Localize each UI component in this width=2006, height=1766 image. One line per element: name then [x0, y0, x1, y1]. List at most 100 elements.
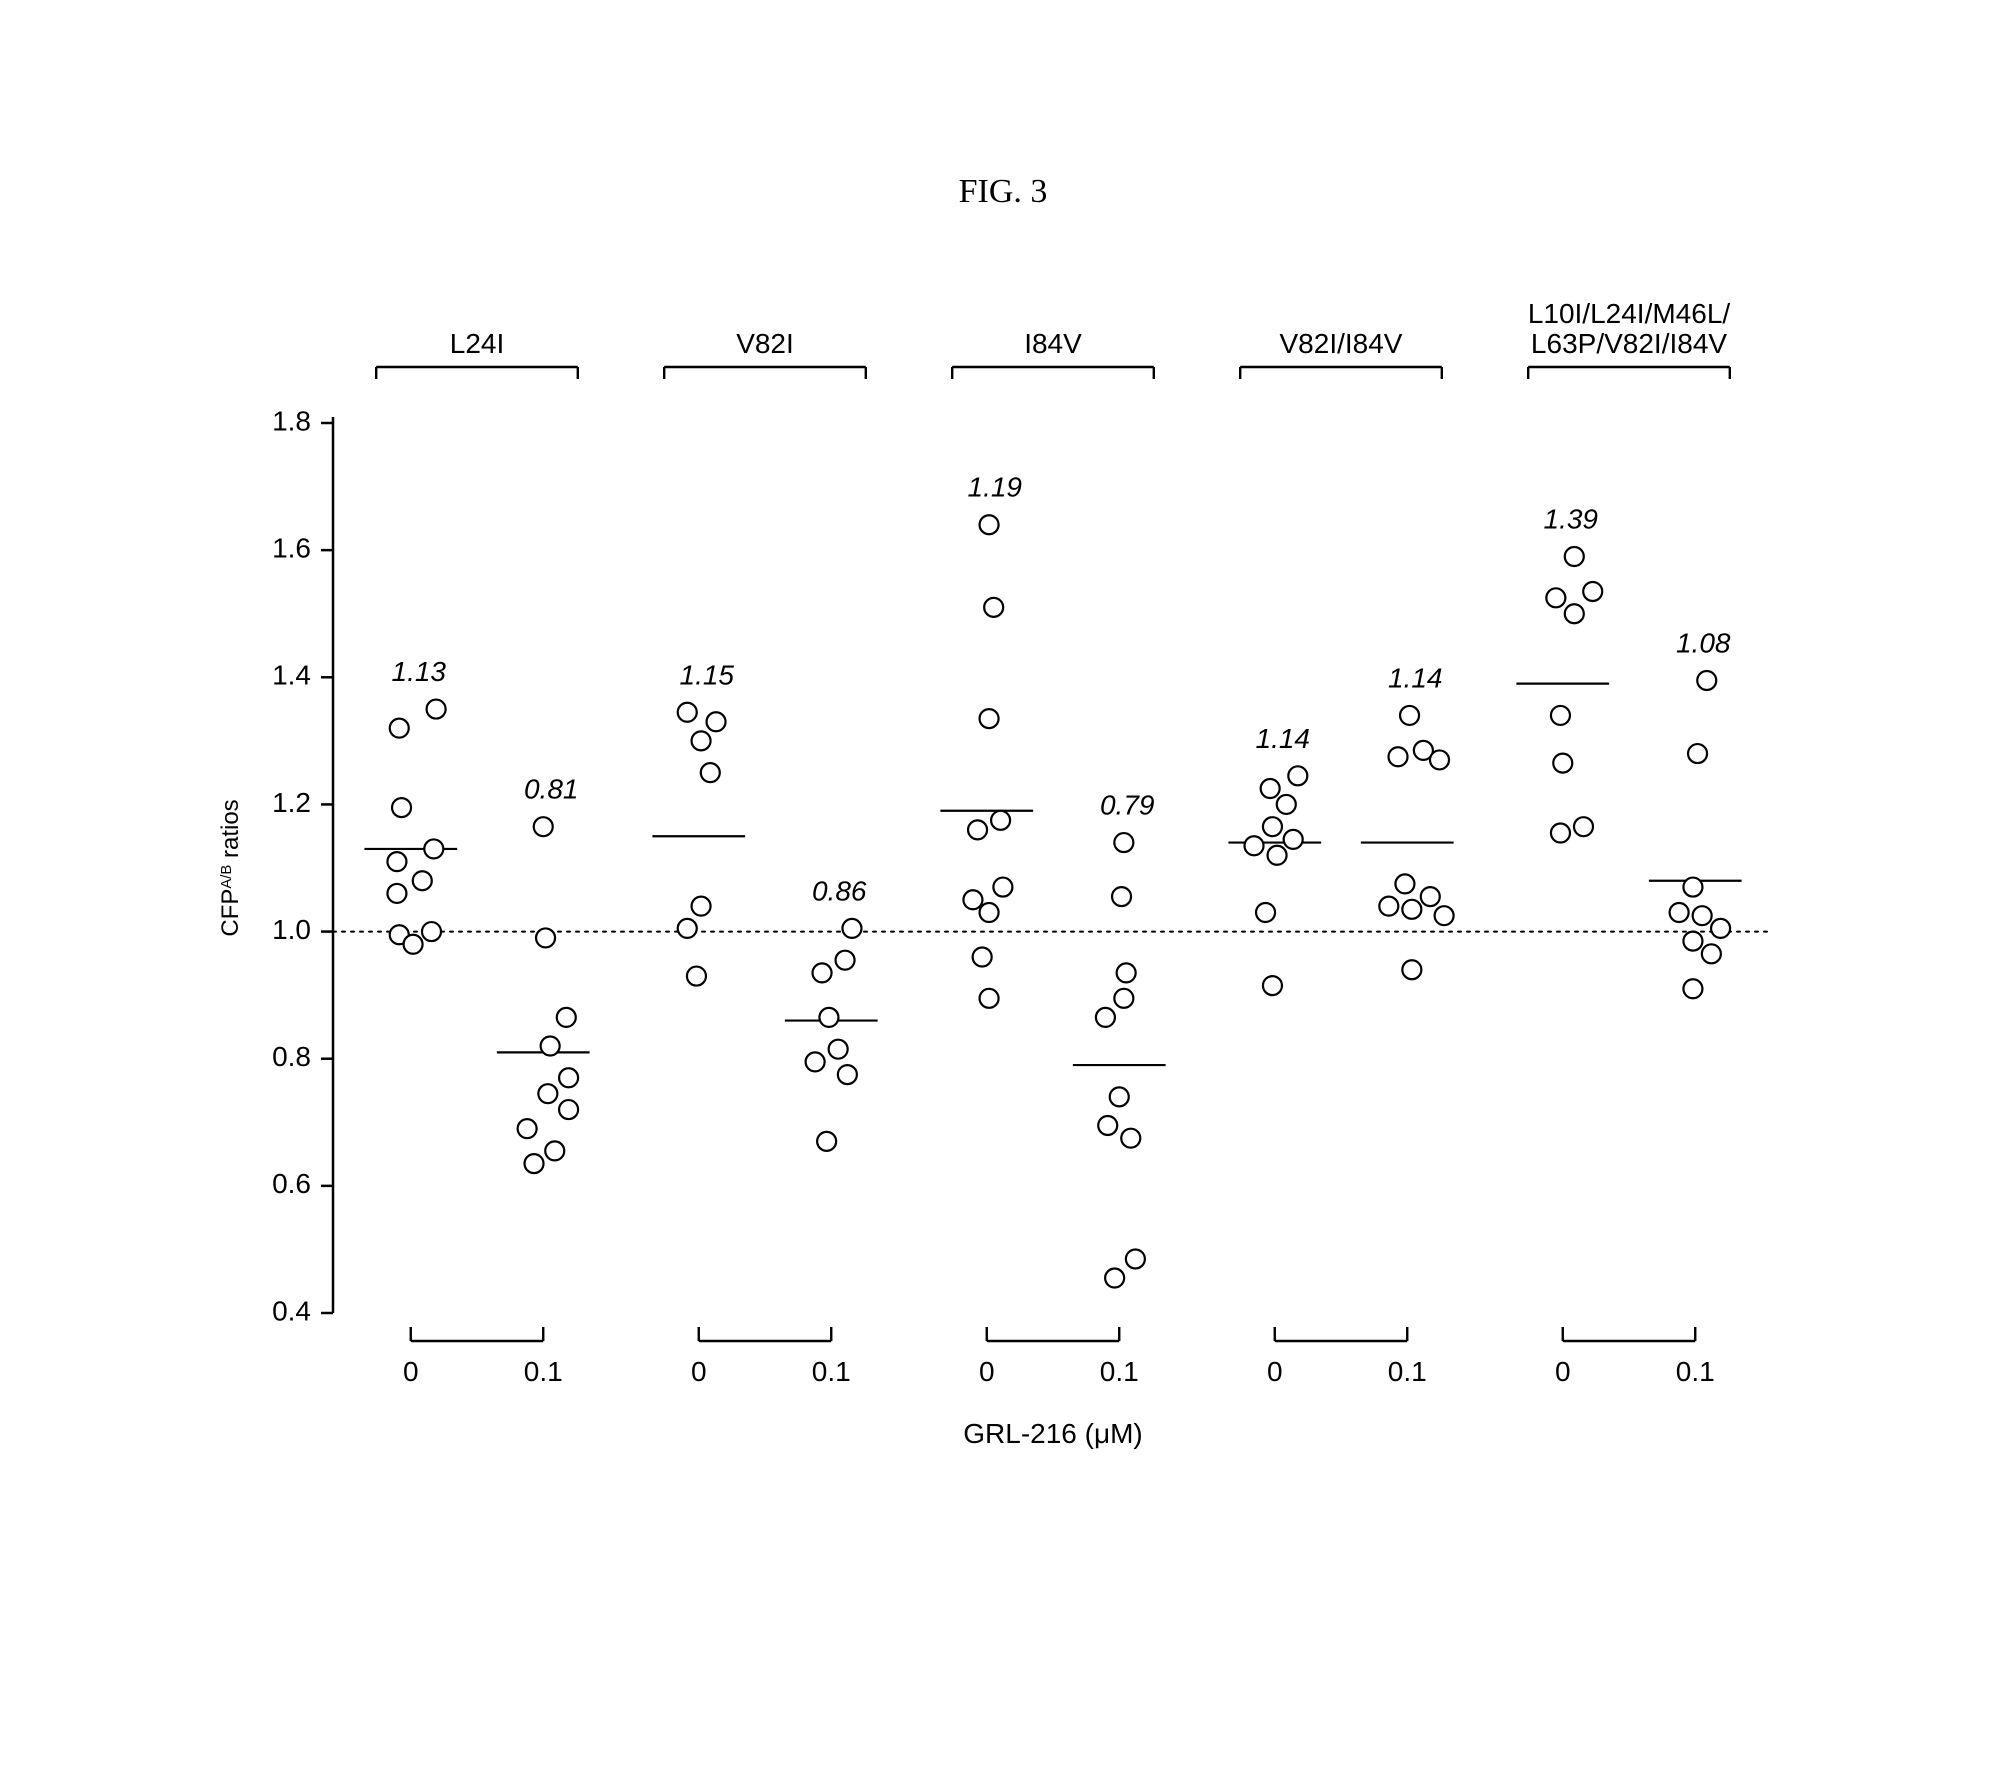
data-point: [1565, 604, 1584, 623]
svg-text:0: 0: [1267, 1356, 1283, 1387]
data-point: [1098, 1116, 1117, 1135]
data-point: [806, 1052, 825, 1071]
mean-label: 1.13: [392, 656, 447, 687]
svg-text:0.1: 0.1: [812, 1356, 851, 1387]
data-point: [1683, 878, 1702, 897]
data-point: [1688, 744, 1707, 763]
data-point: [1553, 754, 1572, 773]
mean-label: 0.86: [812, 875, 867, 906]
data-point: [541, 1037, 560, 1056]
data-point: [692, 897, 711, 916]
mean-label: 0.79: [1100, 790, 1155, 821]
data-point: [1389, 747, 1408, 766]
data-point: [1421, 887, 1440, 906]
mean-label: 1.39: [1544, 504, 1599, 535]
data-point: [1117, 963, 1136, 982]
y-axis-label: CFPA/B ratios: [217, 799, 244, 936]
svg-text:1.4: 1.4: [272, 660, 311, 691]
data-point: [1110, 1087, 1129, 1106]
group-label: V82I/I84V: [1280, 328, 1403, 359]
data-point: [1697, 671, 1716, 690]
data-point: [1693, 906, 1712, 925]
data-point: [1551, 824, 1570, 843]
data-point: [1284, 830, 1303, 849]
figure-container: FIG. 3 0.40.60.81.01.21.41.61.8CFPA/B ra…: [203, 283, 1803, 1483]
data-point: [1435, 906, 1454, 925]
data-point: [678, 919, 697, 938]
data-point: [424, 839, 443, 858]
data-point: [817, 1132, 836, 1151]
svg-text:0.1: 0.1: [1388, 1356, 1427, 1387]
data-point: [984, 598, 1003, 617]
data-point: [525, 1154, 544, 1173]
data-point: [1551, 706, 1570, 725]
data-point: [557, 1008, 576, 1027]
svg-text:0.1: 0.1: [1100, 1356, 1139, 1387]
data-point: [980, 989, 999, 1008]
data-point: [1126, 1249, 1145, 1268]
data-point: [1702, 944, 1721, 963]
scatter-chart: 0.40.60.81.01.21.41.61.8CFPA/B ratiosL24…: [203, 283, 1803, 1483]
svg-text:0: 0: [691, 1356, 707, 1387]
data-point: [819, 1008, 838, 1027]
data-point: [1263, 976, 1282, 995]
data-point: [404, 935, 423, 954]
data-point: [1277, 795, 1296, 814]
data-point: [692, 731, 711, 750]
data-point: [1670, 903, 1689, 922]
data-point: [1574, 817, 1593, 836]
svg-text:0: 0: [403, 1356, 419, 1387]
data-point: [1583, 582, 1602, 601]
svg-text:0.6: 0.6: [272, 1168, 311, 1199]
data-point: [842, 919, 861, 938]
data-point: [534, 817, 553, 836]
data-point: [973, 948, 992, 967]
data-point: [1400, 706, 1419, 725]
svg-text:0.4: 0.4: [272, 1295, 311, 1326]
data-point: [1402, 960, 1421, 979]
svg-text:I84V: I84V: [1024, 328, 1082, 359]
group-label: L10I/L24I/M46L/L63P/V82I/I84V: [1528, 298, 1731, 359]
mean-label: 1.08: [1676, 627, 1731, 658]
svg-text:0.8: 0.8: [272, 1041, 311, 1072]
data-point: [413, 871, 432, 890]
data-point: [836, 951, 855, 970]
svg-text:L63P/V82I/I84V: L63P/V82I/I84V: [1531, 328, 1727, 359]
data-point: [1096, 1008, 1115, 1027]
svg-text:1.2: 1.2: [272, 787, 311, 818]
data-point: [993, 878, 1012, 897]
data-point: [1683, 932, 1702, 951]
data-point: [968, 820, 987, 839]
data-point: [427, 700, 446, 719]
data-point: [1245, 836, 1264, 855]
mean-label: 1.19: [968, 472, 1023, 503]
data-point: [545, 1141, 564, 1160]
svg-text:V82I/I84V: V82I/I84V: [1280, 328, 1403, 359]
data-point: [701, 763, 720, 782]
data-point: [1288, 766, 1307, 785]
data-point: [813, 963, 832, 982]
data-point: [980, 903, 999, 922]
data-point: [1395, 874, 1414, 893]
svg-text:L24I: L24I: [450, 328, 505, 359]
data-point: [387, 884, 406, 903]
data-point: [838, 1065, 857, 1084]
data-point: [980, 515, 999, 534]
data-point: [687, 967, 706, 986]
data-point: [1402, 900, 1421, 919]
data-point: [829, 1040, 848, 1059]
mean-label: 1.14: [1388, 662, 1443, 693]
mean-label: 0.81: [524, 774, 579, 805]
figure-title: FIG. 3: [203, 173, 1803, 211]
svg-text:1.6: 1.6: [272, 533, 311, 564]
data-point: [678, 703, 697, 722]
data-point: [387, 852, 406, 871]
data-point: [559, 1100, 578, 1119]
data-point: [390, 719, 409, 738]
group-label: L24I: [450, 328, 505, 359]
data-point: [1114, 833, 1133, 852]
data-point: [538, 1084, 557, 1103]
data-point: [1263, 817, 1282, 836]
svg-text:0: 0: [979, 1356, 995, 1387]
data-point: [963, 890, 982, 909]
